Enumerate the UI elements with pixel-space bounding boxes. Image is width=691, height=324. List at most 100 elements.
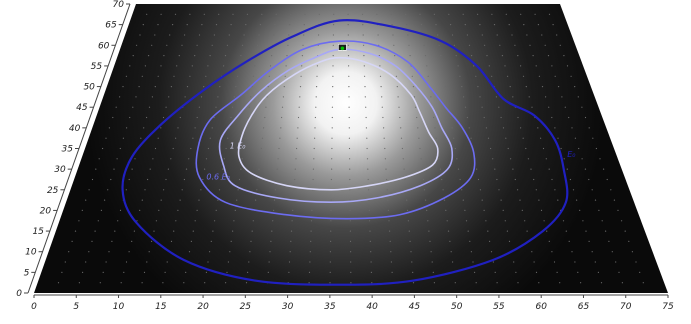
grid-dot: [613, 199, 616, 201]
grid-dot: [386, 178, 388, 181]
grid-dot: [416, 116, 418, 119]
grid-dot: [146, 116, 148, 119]
grid-dot: [170, 86, 172, 88]
grid-dot: [329, 261, 331, 263]
grid-dot: [493, 24, 496, 26]
grid-dot: [377, 34, 379, 36]
grid-dot: [146, 261, 148, 263]
grid-dot: [205, 158, 208, 160]
grid-dot: [281, 116, 283, 119]
grid-dot: [219, 86, 221, 88]
grid-dot: [483, 209, 485, 211]
x-tick-label: 45: [409, 302, 421, 312]
grid-dot: [390, 251, 392, 253]
grid-dot: [433, 282, 435, 284]
grid-dot: [235, 86, 237, 88]
grid-dot: [252, 75, 254, 77]
grid-dot: [140, 137, 142, 139]
grid-dot: [381, 96, 383, 98]
grid-dot: [557, 137, 559, 139]
y-tick-label: 35: [62, 145, 74, 155]
grid-dot: [267, 271, 269, 273]
grid-dot: [332, 55, 334, 57]
y-tick-label: 70: [113, 0, 125, 10]
grid-dot: [457, 168, 460, 170]
grid-dot: [496, 34, 498, 36]
grid-dot: [406, 24, 408, 26]
grid-dot: [135, 96, 137, 98]
contour-labels: E₀ 0.6 E₀ 1 E₀: [206, 142, 576, 182]
grid-dot: [624, 230, 626, 232]
grid-dot: [488, 65, 490, 67]
grid-dot: [563, 55, 565, 57]
grid-dot: [486, 55, 488, 57]
grid-dot: [296, 147, 298, 150]
grid-dot: [598, 209, 600, 211]
grid-dot: [241, 44, 244, 46]
grid-dot: [433, 116, 435, 119]
grid-dot: [348, 96, 350, 98]
grid-dot: [413, 96, 416, 98]
grid-dot: [526, 34, 528, 36]
grid-dot: [370, 261, 372, 263]
grid-dot: [513, 261, 515, 263]
grid-dot: [308, 282, 310, 284]
grid-dot: [605, 230, 607, 232]
y-tick-label: 15: [32, 227, 44, 237]
grid-dot: [57, 282, 60, 284]
grid-dot: [284, 75, 286, 77]
grid-dot: [496, 282, 498, 284]
grid-dot: [138, 86, 140, 88]
grid-dot: [524, 220, 526, 222]
grid-dot: [78, 282, 80, 284]
grid-dot: [611, 251, 613, 253]
y-tick-label: 5: [24, 268, 30, 278]
grid-dot: [224, 55, 227, 57]
y-tick-label: 45: [76, 103, 88, 113]
grid-dot: [218, 13, 220, 15]
grid-dot: [468, 44, 471, 46]
grid-dot: [198, 34, 201, 36]
grid-dot: [577, 96, 579, 98]
grid-dot: [461, 86, 463, 88]
grid-dot: [215, 106, 217, 108]
grid-dot: [179, 199, 181, 201]
grid-dot: [349, 168, 351, 170]
grid-dot: [615, 261, 617, 263]
grid-dot: [441, 65, 443, 67]
grid-dot: [68, 251, 70, 253]
grid-dot: [464, 209, 466, 211]
grid-dot: [207, 65, 209, 67]
grid-dot: [425, 199, 427, 201]
grid-dot: [144, 65, 146, 67]
grid-dot: [170, 158, 172, 160]
grid-dot: [507, 75, 509, 77]
grid-dot: [81, 209, 83, 211]
grid-dot: [642, 282, 644, 284]
grid-dot: [290, 230, 293, 232]
grid-dot: [110, 178, 112, 181]
grid-dot: [249, 251, 251, 253]
grid-dot: [198, 199, 200, 201]
grid-dot: [213, 116, 215, 119]
grid-dot: [153, 230, 155, 232]
grid-dot: [170, 240, 173, 242]
grid-dot: [314, 137, 316, 139]
grid-dot: [400, 137, 403, 139]
grid-dot: [258, 168, 260, 170]
grid-dot: [310, 240, 312, 242]
grid-dot: [491, 13, 493, 15]
grid-dot: [520, 13, 522, 15]
grid-dot: [483, 116, 485, 119]
grid-dot: [136, 44, 138, 46]
grid-dot: [385, 168, 387, 170]
grid-dot: [348, 86, 350, 88]
grid-dot: [579, 209, 581, 211]
grid-dot: [299, 86, 302, 88]
grid-dot: [438, 44, 440, 46]
grid-dot: [184, 34, 186, 36]
grid-dot: [432, 271, 434, 273]
grid-dot: [566, 168, 568, 170]
grid-dot: [107, 189, 109, 191]
y-tick-label: 25: [47, 186, 59, 196]
